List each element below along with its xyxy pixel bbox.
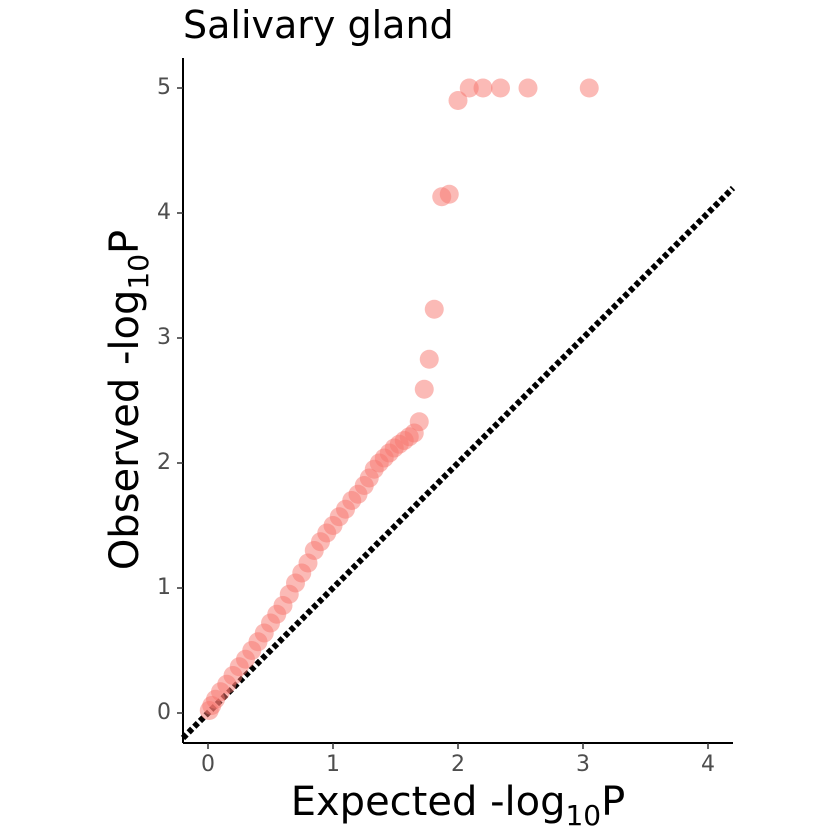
x-tick-label: 1: [326, 752, 340, 777]
point: [491, 78, 510, 98]
point: [432, 187, 452, 207]
chart-title: Salivary gland: [183, 3, 454, 47]
y_label-part: Observed -log: [102, 290, 148, 571]
reference-line: [180, 185, 736, 741]
y-axis-label: Observed -log10P: [102, 230, 155, 570]
y-tick-label: 2: [157, 450, 171, 475]
point: [473, 78, 493, 98]
point: [199, 701, 219, 720]
point: [419, 349, 439, 369]
x-tick-label: 0: [201, 752, 215, 777]
x_label-part: P: [601, 779, 625, 825]
y-tick-label: 4: [157, 200, 171, 225]
y-tick-label: 1: [157, 575, 171, 600]
plot-area: 0 1 2 3 4 0 1 2 3 4 5: [157, 58, 736, 777]
point: [448, 91, 468, 110]
y_label-part: 10: [122, 254, 155, 290]
x_label-part: Expected -log: [291, 779, 566, 825]
y-tick-label: 5: [157, 75, 171, 100]
y_label-part: P: [102, 230, 148, 254]
x-tick-label: 2: [451, 752, 465, 777]
x-tick-label: 3: [576, 752, 590, 777]
y-tick-label: 3: [157, 325, 171, 350]
point: [579, 78, 599, 98]
x_label-part: 10: [565, 799, 601, 832]
point: [459, 78, 479, 98]
x-axis-label: Expected -log10P: [291, 779, 626, 832]
y-tick-label: 0: [157, 700, 171, 725]
x-tick-label: 4: [701, 752, 715, 777]
point: [518, 78, 538, 98]
point: [414, 379, 434, 399]
point: [424, 299, 444, 319]
